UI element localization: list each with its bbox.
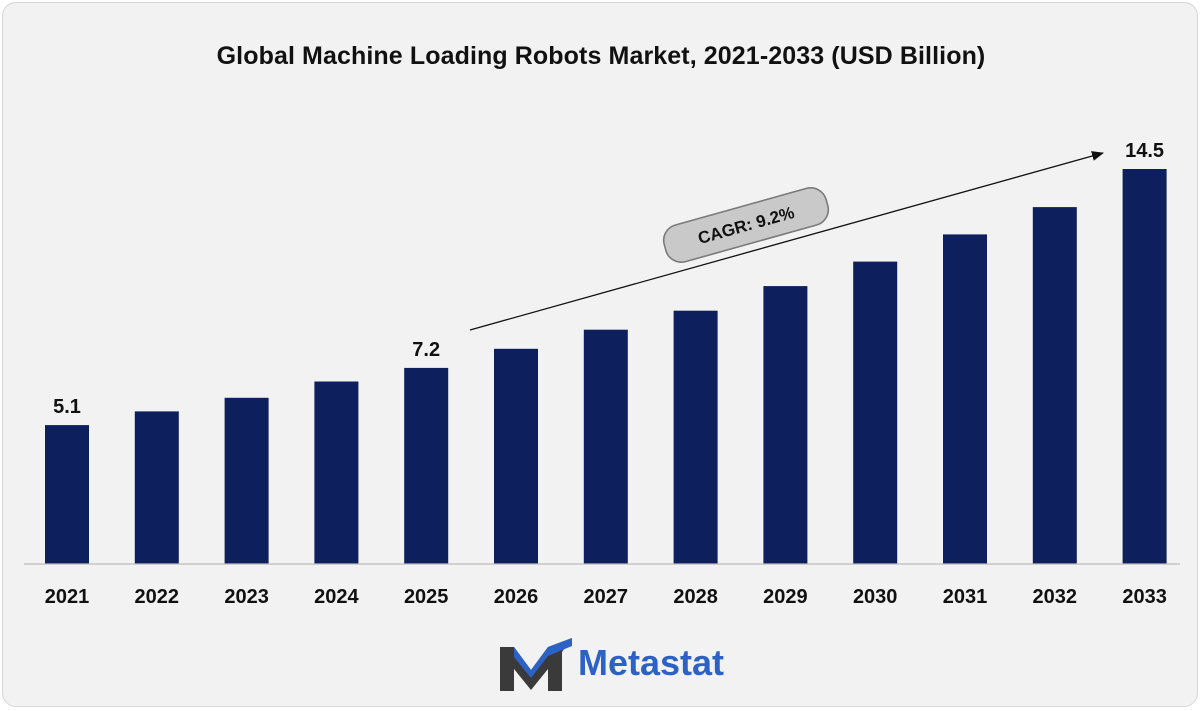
x-tick-labels-group: 2021 2022 2023 2024 2025 2026 2027 2028 2029 2030… [45,586,1167,608]
metastat-logo-mark-icon [500,638,572,691]
value-label-2021: 5.1 [53,396,81,418]
x-tick-2025: 2025 [404,586,449,608]
chart-title: Global Machine Loading Robots Market, 20… [216,42,986,70]
x-tick-2022: 2022 [135,586,180,608]
bar-2029 [763,286,808,564]
bar-2024 [314,381,359,564]
bar-2023 [224,397,269,564]
cagr-badge: CAGR: 9.2% [662,187,830,263]
bar-2031 [943,234,987,564]
value-label-2025: 7.2 [412,339,440,361]
x-tick-2033: 2033 [1122,586,1167,608]
bar-2028 [673,310,718,564]
cagr-trend-arrow [469,151,1104,331]
bar-2032 [1032,207,1077,564]
x-tick-2021: 2021 [45,586,90,608]
bar-2022 [134,411,179,564]
brand-name: Metastat [578,642,724,683]
bar-2021 [45,425,89,564]
bar-2030 [853,261,898,564]
x-tick-2029: 2029 [763,586,808,608]
metastat-logo: Metastat [500,638,724,691]
x-tick-2027: 2027 [584,586,629,608]
x-tick-2031: 2031 [943,586,988,608]
bar-2033 [1122,169,1167,564]
bar-2027 [583,329,628,564]
bar-2025 [404,367,449,564]
cagr-badge-shape [662,187,830,263]
x-tick-2028: 2028 [673,586,718,608]
bars-group [45,169,1167,564]
value-label-2033: 14.5 [1125,140,1164,162]
x-tick-2023: 2023 [224,586,269,608]
x-tick-2032: 2032 [1033,586,1078,608]
value-labels-group: 5.1 7.2 14.5 [53,140,1164,418]
x-tick-2030: 2030 [853,586,898,608]
bar-2026 [494,348,538,564]
x-tick-2024: 2024 [314,586,359,608]
x-tick-2026: 2026 [494,586,539,608]
